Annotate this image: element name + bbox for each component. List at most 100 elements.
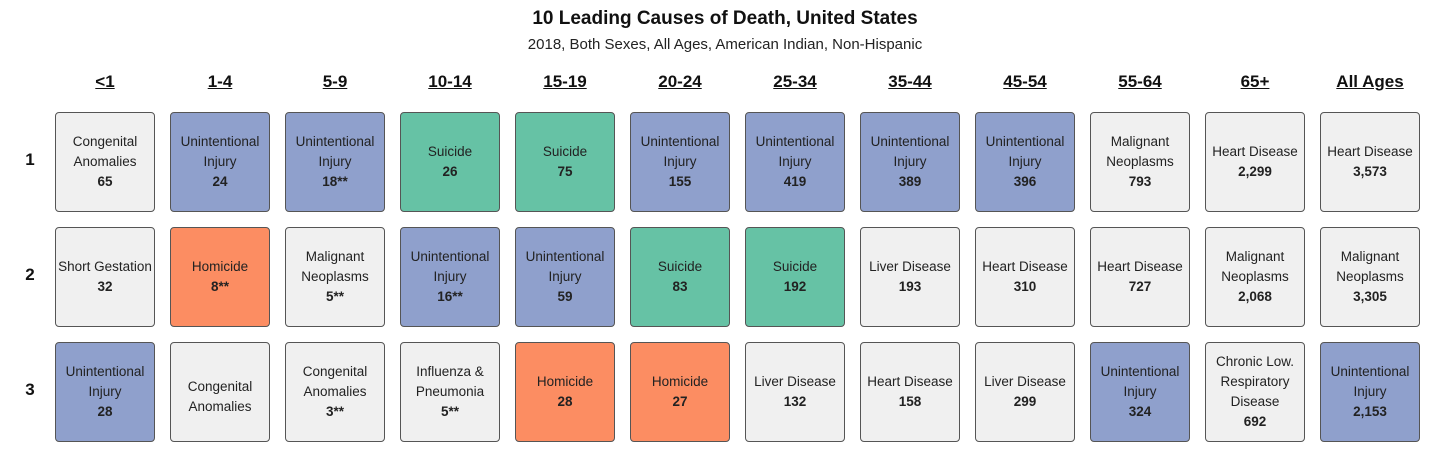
death-count: 2,153 xyxy=(1353,404,1387,419)
cause-label: Congenital Anomalies xyxy=(72,134,138,169)
cause-cell: Malignant Neoplasms 793 xyxy=(1090,112,1190,212)
cause-label: Liver Disease xyxy=(984,374,1066,389)
death-count: 28 xyxy=(97,404,113,419)
cause-cell: Unintentional Injury 24 xyxy=(170,112,270,212)
cause-label: Suicide xyxy=(657,259,703,274)
cause-cell: Liver Disease 193 xyxy=(860,227,960,327)
age-group-header: 15-19 xyxy=(543,72,587,91)
age-group-header: 65+ xyxy=(1240,72,1270,91)
cause-label: Congenital Anomalies xyxy=(187,379,253,414)
cause-label: Heart Disease xyxy=(1097,259,1183,274)
death-count: 5** xyxy=(325,289,344,304)
death-count: 2,299 xyxy=(1238,164,1272,179)
cause-cell: Homicide 27 xyxy=(630,342,730,442)
cause-label: Congenital Anomalies xyxy=(302,364,368,399)
death-count: 5** xyxy=(440,404,459,419)
age-group-header: 10-14 xyxy=(428,72,472,91)
cause-cell: Malignant Neoplasms 5** xyxy=(285,227,385,327)
age-group-header: 20-24 xyxy=(658,72,702,91)
cause-label: Suicide xyxy=(542,144,588,159)
cause-label: Unintentional Injury xyxy=(1100,364,1180,399)
age-group-header: 45-54 xyxy=(1003,72,1047,91)
cause-label: Unintentional Injury xyxy=(640,134,720,169)
death-count: 692 xyxy=(1243,414,1267,429)
cause-label: Unintentional Injury xyxy=(525,249,605,284)
cause-label: Homicide xyxy=(191,259,249,274)
death-count: 389 xyxy=(898,174,922,189)
death-count: 27 xyxy=(672,394,688,409)
cause-cell: Unintentional Injury 419 xyxy=(745,112,845,212)
death-count: 65 xyxy=(97,174,113,189)
cause-cell: Heart Disease 2,299 xyxy=(1205,112,1305,212)
cause-label: Homicide xyxy=(651,374,709,389)
cause-label: Heart Disease xyxy=(982,259,1068,274)
cause-cell: Suicide 26 xyxy=(400,112,500,212)
death-count: 155 xyxy=(668,174,692,189)
cause-cell: Congenital Anomalies 65 xyxy=(55,112,155,212)
age-group-header: 25-34 xyxy=(773,72,817,91)
death-count: 396 xyxy=(1013,174,1037,189)
cause-label: Liver Disease xyxy=(869,259,951,274)
cause-label: Influenza & Pneumonia xyxy=(415,364,485,399)
cause-cell: Heart Disease 727 xyxy=(1090,227,1190,327)
death-count: 727 xyxy=(1128,279,1152,294)
cause-cell: Homicide 28 xyxy=(515,342,615,442)
age-group-header: <1 xyxy=(95,72,115,91)
cause-label: Malignant Neoplasms xyxy=(1106,134,1174,169)
rank-label: 2 xyxy=(25,265,35,284)
death-count: 3,573 xyxy=(1353,164,1387,179)
cause-cell: Chronic Low. Respiratory Disease 692 xyxy=(1205,342,1305,442)
death-count: 132 xyxy=(783,394,807,409)
cause-label: Influenza & xyxy=(184,437,256,441)
cause-label: Unintentional Injury xyxy=(1330,364,1410,399)
cause-label: Homicide xyxy=(536,374,594,389)
cause-cell: Unintentional Injury 155 xyxy=(630,112,730,212)
cause-cell: Unintentional Injury 389 xyxy=(860,112,960,212)
cause-label: Heart Disease xyxy=(1327,144,1413,159)
death-count: 3** xyxy=(325,404,344,419)
cause-cell: Unintentional Injury 28 xyxy=(55,342,155,442)
age-group-header: 1-4 xyxy=(207,72,233,91)
cause-label: Malignant Neoplasms xyxy=(1221,249,1289,284)
death-count: 419 xyxy=(783,174,807,189)
cause-label: Unintentional Injury xyxy=(985,134,1065,169)
age-group-header: 55-64 xyxy=(1118,72,1162,91)
cause-cell: Unintentional Injury 18** xyxy=(285,112,385,212)
death-count: 193 xyxy=(898,279,922,294)
age-group-header: All Ages xyxy=(1336,72,1404,91)
cause-cell: Heart Disease 3,573 xyxy=(1320,112,1420,212)
death-count: 26 xyxy=(442,164,458,179)
cause-label: Suicide xyxy=(772,259,818,274)
death-count: 2,068 xyxy=(1238,289,1272,304)
death-count: 324 xyxy=(1128,404,1152,419)
death-count: 83 xyxy=(672,279,688,294)
cause-cell: Suicide 75 xyxy=(515,112,615,212)
age-group-header: 5-9 xyxy=(322,72,348,91)
cause-label: Unintentional Injury xyxy=(410,249,490,284)
cause-cell: Heart Disease 158 xyxy=(860,342,960,442)
cause-cell: Unintentional Injury 16** xyxy=(400,227,500,327)
cause-cell: Malignant Neoplasms 3,305 xyxy=(1320,227,1420,327)
death-count: 18** xyxy=(322,174,348,189)
cause-label: Unintentional Injury xyxy=(870,134,950,169)
cause-label: Chronic Low. Respiratory Disease xyxy=(1215,354,1295,409)
chart-title: 10 Leading Causes of Death, United State… xyxy=(532,8,918,29)
cause-cell: Congenital Anomalies Influenza & xyxy=(170,342,270,442)
cause-cell: Liver Disease 299 xyxy=(975,342,1075,442)
cause-cell: Malignant Neoplasms 2,068 xyxy=(1205,227,1305,327)
cause-cell: Congenital Anomalies 3** xyxy=(285,342,385,442)
cause-label: Malignant Neoplasms xyxy=(1336,249,1404,284)
cause-label: Short Gestation xyxy=(58,259,152,274)
cause-cell: Unintentional Injury 324 xyxy=(1090,342,1190,442)
cause-cell: Homicide 8** xyxy=(170,227,270,327)
cause-label: Heart Disease xyxy=(1212,144,1298,159)
death-count: 310 xyxy=(1013,279,1037,294)
cause-cell: Influenza & Pneumonia 5** xyxy=(400,342,500,442)
cause-label: Malignant Neoplasms xyxy=(301,249,369,284)
death-count: 59 xyxy=(557,289,573,304)
death-count: 299 xyxy=(1013,394,1037,409)
death-count: 28 xyxy=(557,394,573,409)
death-count: 158 xyxy=(898,394,922,409)
age-group-header: 35-44 xyxy=(888,72,932,91)
rank-label: 3 xyxy=(25,380,35,399)
